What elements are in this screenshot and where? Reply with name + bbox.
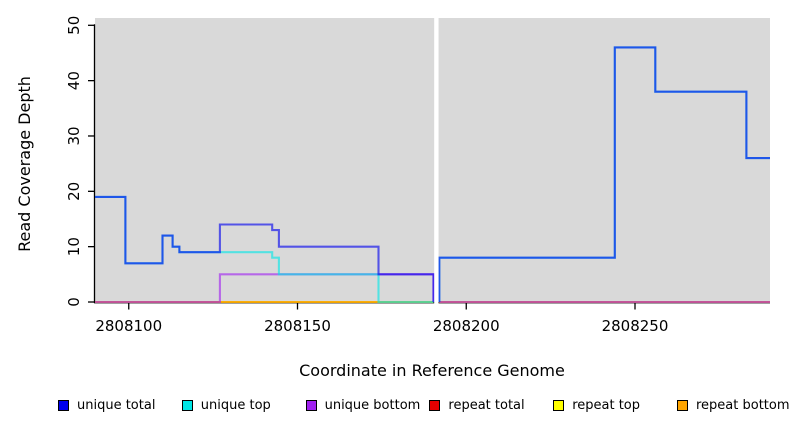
series-line-unique-total bbox=[438, 46, 770, 302]
legend-swatch-icon bbox=[305, 399, 317, 411]
x-tick-label: 2808200 bbox=[433, 317, 500, 335]
legend-entry-repeat-bottom: repeat bottom bbox=[677, 396, 790, 414]
series-line-unique-total bbox=[95, 195, 435, 302]
y-tick-label: 10 bbox=[65, 237, 83, 256]
legend-entry-unique-bottom: unique bottom bbox=[305, 396, 421, 414]
legend-swatch-icon bbox=[429, 399, 441, 411]
y-tick-label: 0 bbox=[65, 297, 83, 307]
y-tick-label: 20 bbox=[65, 182, 83, 201]
tick-labels: 2808100 2808150 2808200 2808250 0 10 20 30 40 50 bbox=[65, 16, 668, 335]
y-tick-label: 30 bbox=[65, 126, 83, 145]
legend-swatch-icon bbox=[553, 399, 565, 411]
legend-label: unique bottom bbox=[324, 397, 421, 413]
y-axis-title: Read Coverage Depth bbox=[15, 76, 34, 252]
legend-entry-unique-total: unique total bbox=[58, 396, 155, 414]
legend-swatch-icon bbox=[58, 399, 69, 411]
legend: unique total unique top unique bottom repea… bbox=[0, 396, 792, 420]
y-tick-label: 50 bbox=[65, 16, 83, 35]
y-tick-label: 40 bbox=[65, 71, 83, 90]
legend-swatch-icon bbox=[677, 399, 688, 411]
x-axis-title: Coordinate in Reference Genome bbox=[299, 361, 565, 380]
legend-label: unique total bbox=[77, 397, 156, 413]
legend-label: repeat top bbox=[572, 397, 640, 413]
legend-label: repeat total bbox=[448, 397, 525, 413]
gap-band bbox=[434, 17, 439, 305]
plot-panel bbox=[95, 18, 770, 303]
x-tick-label: 2808250 bbox=[602, 317, 669, 335]
legend-swatch-icon bbox=[181, 399, 193, 411]
x-tick-label: 2808150 bbox=[264, 317, 331, 335]
legend-entry-repeat-total: repeat total bbox=[429, 396, 525, 414]
legend-entry-unique-top: unique top bbox=[181, 396, 271, 414]
coverage-gap-band bbox=[434, 17, 439, 305]
legend-label: unique top bbox=[200, 397, 271, 413]
x-tick-label: 2808100 bbox=[95, 317, 162, 335]
series-lines bbox=[95, 46, 770, 304]
legend-entry-repeat-top: repeat top bbox=[553, 396, 640, 414]
legend-label: repeat bottom bbox=[696, 397, 790, 413]
panel-background bbox=[95, 18, 770, 303]
